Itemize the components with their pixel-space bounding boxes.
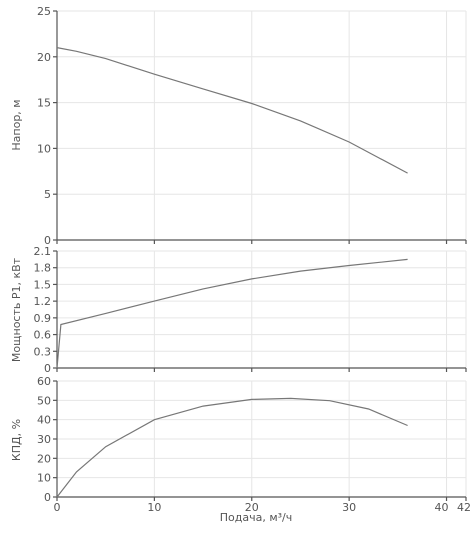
xtick-label-42: 42 xyxy=(457,501,471,514)
power-curve xyxy=(56,258,408,369)
efficiency-ytick-label-0: 0 xyxy=(44,491,51,504)
efficiency-ytick-label-60: 60 xyxy=(37,375,51,388)
head-ylabel: Напор, м xyxy=(10,99,23,150)
xtick-label-0: 0 xyxy=(54,501,61,514)
power-ytick-label-0.9: 0.9 xyxy=(34,312,52,325)
head-ytick-label-25: 25 xyxy=(37,5,51,18)
head-curve xyxy=(56,47,408,174)
power-ytick-label-0.6: 0.6 xyxy=(34,329,52,342)
efficiency-curve xyxy=(56,397,408,498)
efficiency-ylabel: КПД, % xyxy=(10,419,23,461)
power-ytick-label-1.2: 1.2 xyxy=(34,295,52,308)
head-ytick-label-15: 15 xyxy=(37,97,51,110)
head-ytick-label-10: 10 xyxy=(37,142,51,155)
efficiency-ytick-label-10: 10 xyxy=(37,472,51,485)
head-ytick-label-0: 0 xyxy=(44,234,51,247)
head-ytick-label-20: 20 xyxy=(37,51,51,64)
power-ytick-label-1.8: 1.8 xyxy=(34,262,52,275)
efficiency-ytick-label-20: 20 xyxy=(37,452,51,465)
efficiency-ytick-label-40: 40 xyxy=(37,414,51,427)
power-ylabel: Мощность P1, кВт xyxy=(10,257,23,362)
power-ytick-label-0.3: 0.3 xyxy=(34,345,52,358)
power-ytick-label-1.5: 1.5 xyxy=(34,278,52,291)
x-axis-label: Подача, м³/ч xyxy=(220,511,293,524)
head-ytick-label-5: 5 xyxy=(44,188,51,201)
power-ytick-label-0: 0 xyxy=(44,362,51,375)
xtick-label-30: 30 xyxy=(342,501,356,514)
power-ytick-label-2.1: 2.1 xyxy=(34,245,52,258)
xtick-label-40: 40 xyxy=(435,501,449,514)
xtick-label-10: 10 xyxy=(147,501,161,514)
efficiency-ytick-label-30: 30 xyxy=(37,433,51,446)
xtick-label-20: 20 xyxy=(245,501,259,514)
efficiency-ytick-label-50: 50 xyxy=(37,394,51,407)
